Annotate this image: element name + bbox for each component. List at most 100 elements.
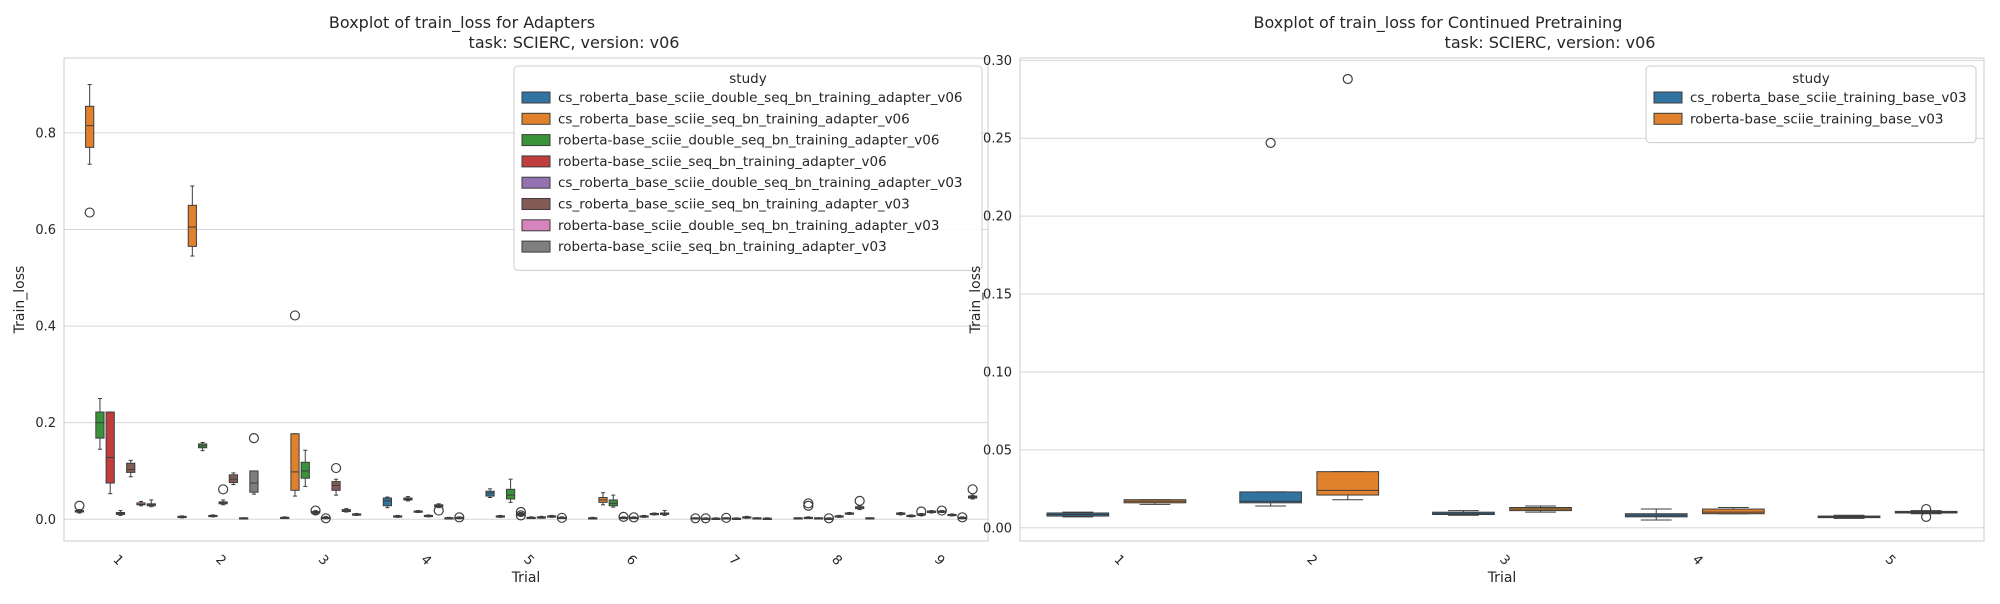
chart-panel-2: 0.00 0.05 0.10 0.15 0.20 0.25 0.30 1 2 3 4 5 Boxplot…: [968, 13, 1985, 586]
box-body: [1316, 471, 1380, 496]
x-tick-label: 2: [212, 552, 228, 568]
legend-entry-label: roberta-base_sciie_seq_bn_training_adapt…: [558, 154, 887, 170]
box-7-s1: [690, 513, 701, 524]
box-5-s1: [1817, 514, 1881, 519]
box-body: [505, 488, 516, 500]
outlier-point: [218, 484, 229, 495]
legend-entry-label: roberta-base_sciie_training_base_v03: [1690, 111, 1943, 127]
box-body: [290, 433, 300, 491]
box-8-s7: [854, 495, 865, 511]
box-body: [187, 204, 197, 247]
box-9-s8: [967, 484, 978, 500]
box-2-s5: [218, 484, 229, 506]
box-1-s8: [146, 499, 156, 508]
box-3-s6: [330, 462, 342, 496]
outlier-point: [690, 513, 701, 524]
box-7-s3: [711, 517, 721, 520]
box-4-s1: [382, 496, 393, 509]
chart-title: Boxplot of train_loss for Continued Pret…: [1254, 13, 1623, 33]
outlier-point: [628, 512, 639, 523]
x-tick-label: 6: [623, 552, 639, 568]
outlier-point: [556, 512, 568, 523]
box-3-s8: [351, 512, 362, 516]
legend-swatch: [521, 134, 551, 147]
box-3-s3: [300, 449, 310, 487]
legend-title: study: [729, 71, 766, 87]
x-axis-label: Trial: [1487, 570, 1517, 586]
box-7-s7: [752, 517, 762, 520]
box-3-s1: [280, 516, 290, 520]
legend-entry-label: cs_roberta_base_sciie_double_seq_bn_trai…: [558, 175, 963, 191]
legend-entry-label: roberta-base_sciie_double_seq_bn_trainin…: [558, 218, 939, 234]
box-4-s3: [403, 496, 413, 502]
x-tick-label: 8: [828, 552, 844, 568]
outlier-point: [1921, 503, 1932, 515]
x-tick-label: 2: [1303, 552, 1319, 568]
axes-frame: [63, 57, 989, 542]
box-1-s1: [74, 500, 85, 514]
outlier-point: [515, 506, 526, 518]
box-body: [105, 411, 115, 484]
box-2-s4: [208, 514, 218, 518]
chart-subtitle: task: SCIERC, version: v06: [469, 33, 680, 52]
chart-subtitle: task: SCIERC, version: v06: [1445, 33, 1656, 52]
axes-frame: [1019, 57, 1985, 542]
box-4-s1: [1624, 508, 1688, 521]
outlier-point: [936, 505, 947, 516]
x-tick-label: 5: [520, 552, 536, 568]
y-tick-label: 0.0: [35, 513, 56, 528]
box-1-s7: [136, 500, 146, 507]
legend-title: study: [1792, 71, 1829, 87]
chart-title: Boxplot of train_loss for Adapters: [329, 13, 595, 33]
y-tick-label: 0.30: [983, 54, 1012, 69]
box-3-s7: [341, 508, 351, 513]
outlier-point: [721, 512, 732, 523]
box-5-s3: [505, 478, 516, 503]
legend-entry-label: roberta-base_sciie_seq_bn_training_adapt…: [558, 239, 887, 255]
outlier-point: [803, 500, 814, 511]
legend-entry-label: cs_roberta_base_sciie_double_seq_bn_trai…: [558, 90, 963, 106]
x-tick-label: 5: [1882, 552, 1898, 568]
legend-swatch: [521, 198, 551, 210]
box-8-s1: [793, 517, 803, 520]
box-body: [1702, 508, 1765, 515]
box-2-s1: [1239, 137, 1302, 507]
box-2-s8: [248, 433, 260, 495]
box-1-s4: [105, 411, 115, 495]
outlier-point: [320, 513, 331, 524]
box-8-s4: [823, 513, 834, 524]
box-body: [95, 411, 105, 439]
box-9-s2: [906, 514, 916, 518]
box-5-s2: [1894, 503, 1958, 522]
y-tick-label: 0.10: [983, 365, 1012, 380]
y-axis-label: Train_loss: [12, 266, 28, 335]
outlier-point: [515, 510, 526, 521]
outlier-point: [854, 495, 865, 507]
outlier-point: [1342, 73, 1353, 85]
x-tick-label: 4: [418, 552, 434, 568]
x-tick-label: 1: [1111, 552, 1127, 568]
box-5-s2: [495, 514, 505, 518]
box-6-s3: [608, 494, 618, 508]
y-tick-label: 0.2: [35, 416, 56, 431]
box-6-s4: [618, 511, 629, 522]
legend-swatch: [1653, 112, 1683, 125]
outlier-point: [1921, 511, 1932, 522]
outlier-point: [1265, 137, 1276, 149]
legend-swatch: [521, 112, 551, 125]
box-6-s7: [649, 512, 659, 516]
legend-entry-label: cs_roberta_base_sciie_seq_bn_training_ad…: [558, 111, 910, 127]
box-4-s2: [393, 514, 403, 518]
box-5-s1: [485, 488, 495, 499]
y-tick-label: 0.4: [35, 320, 56, 335]
box-1-s2: [84, 84, 95, 218]
outlier-point: [310, 505, 321, 516]
box-4-s2: [1702, 507, 1765, 515]
box-8-s8: [865, 517, 875, 520]
y-tick-label: 0.00: [983, 521, 1012, 536]
legend: study cs_roberta_base_sciie_double_seq_bn…: [513, 65, 983, 271]
outlier-point: [618, 511, 629, 522]
outlier-point: [330, 462, 342, 474]
outlier-point: [248, 433, 260, 444]
